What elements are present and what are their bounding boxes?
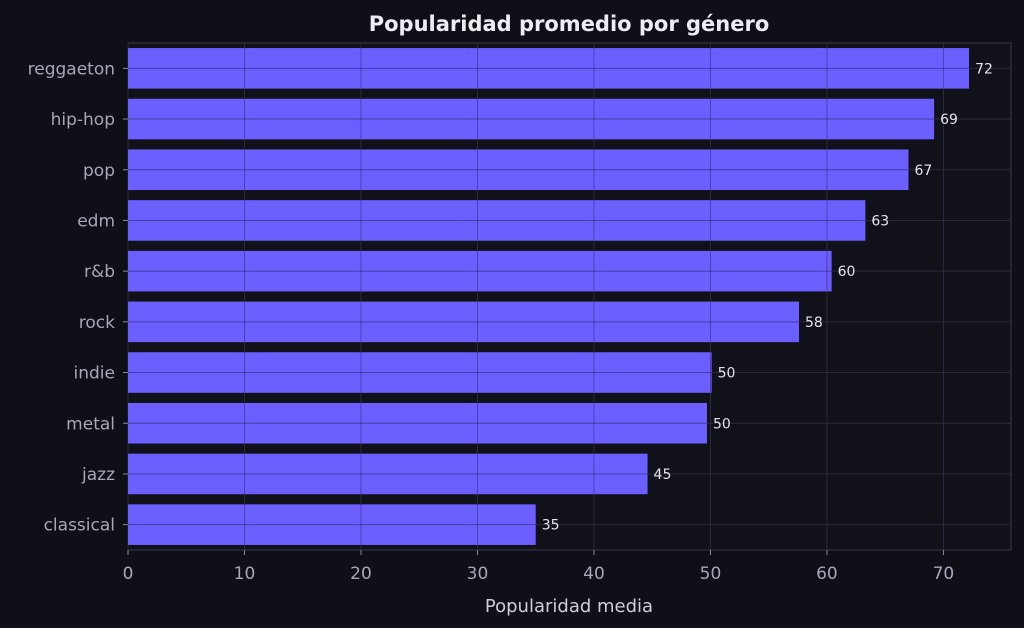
data-label: 45 <box>654 467 672 483</box>
y-tick-label: metal <box>66 414 115 434</box>
y-tick-label: rock <box>79 313 115 333</box>
bar <box>128 301 799 343</box>
x-tick-label: 60 <box>816 564 838 584</box>
data-label: 63 <box>871 213 889 229</box>
bar <box>128 200 866 241</box>
y-tick-label: r&b <box>84 262 115 282</box>
y-tick-label: indie <box>74 364 115 384</box>
bars <box>128 48 970 545</box>
x-tick-label: 40 <box>583 564 605 584</box>
data-label: 50 <box>713 416 731 432</box>
y-tick-label: reggaeton <box>28 59 115 79</box>
bar <box>128 402 707 444</box>
data-label: 35 <box>542 518 560 534</box>
x-tick-label: 0 <box>123 564 134 584</box>
bar <box>128 352 712 393</box>
x-tick-label: 10 <box>234 564 256 584</box>
bar <box>128 48 970 89</box>
x-tick-label: 70 <box>933 564 955 584</box>
y-tick-label: jazz <box>81 465 115 485</box>
bar <box>128 149 909 191</box>
data-label: 50 <box>718 366 736 382</box>
bar <box>128 504 536 545</box>
overlay-grid <box>128 48 970 545</box>
data-label: 69 <box>940 112 958 128</box>
data-label: 58 <box>805 315 823 331</box>
x-axis-ticks: 0 10 20 30 40 50 60 70 <box>123 550 955 584</box>
y-axis-ticks: reggaeton hip-hop pop edm r&b rock indie metal j… <box>28 59 128 536</box>
data-labels: 72 69 67 63 60 58 50 50 45 35 <box>542 61 993 533</box>
chart-title: Popularidad promedio por género <box>369 12 770 36</box>
x-tick-label: 20 <box>350 564 372 584</box>
data-label: 72 <box>975 61 993 77</box>
bar <box>128 98 935 140</box>
x-axis-label: Popularidad media <box>485 596 653 617</box>
y-tick-label: edm <box>77 211 115 231</box>
bar <box>128 453 648 495</box>
x-tick-label: 30 <box>467 564 489 584</box>
data-label: 67 <box>914 163 932 179</box>
y-tick-label: pop <box>83 161 115 181</box>
bar <box>128 250 832 292</box>
y-tick-label: hip-hop <box>51 110 115 130</box>
y-tick-label: classical <box>44 516 115 536</box>
data-label: 60 <box>838 264 856 280</box>
x-tick-label: 50 <box>700 564 722 584</box>
